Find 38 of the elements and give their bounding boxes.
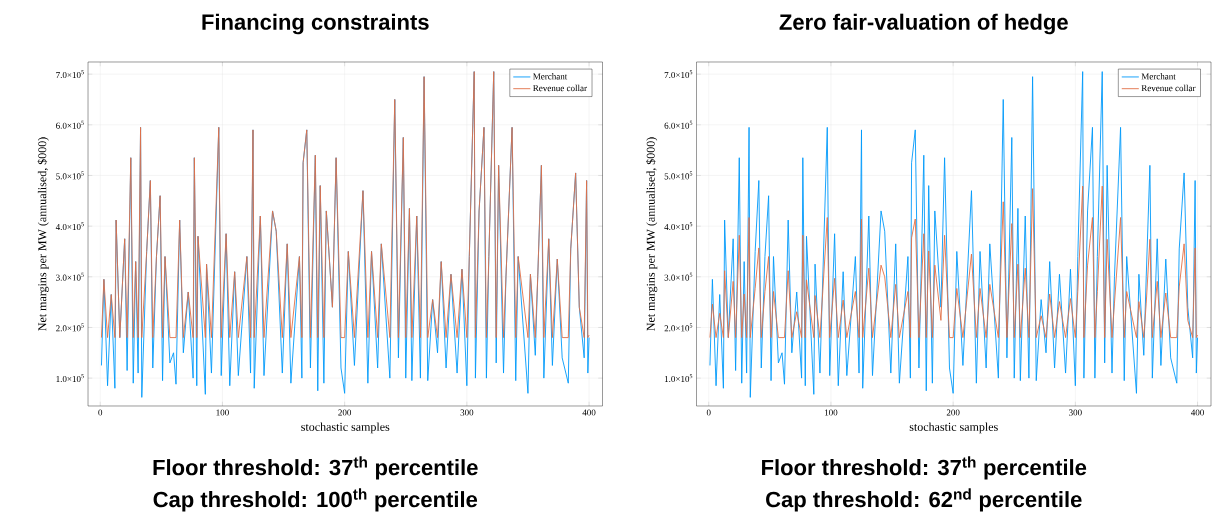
x-tick-label: 400 bbox=[1190, 409, 1204, 416]
legend-label: Merchant bbox=[1141, 73, 1176, 80]
text: Cap threshold: 62$^{nd}$ percentile bbox=[766, 488, 1082, 512]
x-tick-label: 100 bbox=[216, 409, 229, 416]
legend-label: Revenue collar bbox=[533, 84, 587, 92]
chart-title: Financing constraints bbox=[202, 13, 429, 35]
x-tick-label: 0 bbox=[98, 409, 103, 416]
x-tick-label: 100 bbox=[824, 409, 838, 416]
y-tick-label: 2.0×10$^{5}$ bbox=[56, 323, 84, 332]
y-tick-label: 4.0×10$^{5}$ bbox=[664, 222, 693, 231]
x-tick-label: 400 bbox=[582, 409, 596, 416]
y-tick-label: 5.0×10$^{5}$ bbox=[56, 171, 84, 180]
y-tick-label: 2.0×10$^{5}$ bbox=[664, 323, 693, 332]
x-tick-label: 0 bbox=[706, 409, 711, 416]
x-tick-label: 300 bbox=[1069, 409, 1082, 416]
x-axis-title: stochastic samples bbox=[301, 422, 390, 434]
y-tick-label: 6.0×10$^{5}$ bbox=[664, 120, 693, 129]
y-tick-label: 1.0×10$^{5}$ bbox=[56, 374, 84, 383]
x-axis-title: stochastic samples bbox=[909, 422, 998, 434]
y-tick-label: 7.0×10$^{5}$ bbox=[664, 70, 693, 79]
y-axis-title: Net margins per MW (annualised, $000) bbox=[646, 137, 658, 331]
x-tick-label: 200 bbox=[946, 409, 960, 416]
y-tick-label: 7.0×10$^{5}$ bbox=[56, 70, 84, 79]
y-tick-label: 3.0×10$^{5}$ bbox=[664, 272, 693, 281]
x-tick-label: 200 bbox=[338, 409, 352, 416]
text: Cap threshold: 100$^{th}$ percentile bbox=[153, 488, 478, 512]
legend-label: Merchant bbox=[533, 73, 568, 80]
text: Floor threshold: 37$^{th}$ percentile bbox=[762, 456, 1087, 480]
y-tick-label: 5.0×10$^{5}$ bbox=[664, 171, 693, 180]
x-tick-label: 300 bbox=[460, 409, 474, 416]
text: Floor threshold: 37$^{th}$ percentile bbox=[153, 456, 478, 480]
y-tick-label: 6.0×10$^{5}$ bbox=[56, 120, 84, 129]
legend-label: Revenue collar bbox=[1141, 84, 1196, 92]
chart-title: Zero fair-valuation of hedge bbox=[779, 13, 1068, 35]
y-tick-label: 4.0×10$^{5}$ bbox=[55, 222, 84, 231]
y-axis-title: Net margins per MW (annualised, $000) bbox=[37, 137, 49, 331]
y-tick-label: 3.0×10$^{5}$ bbox=[56, 272, 84, 281]
y-tick-label: 1.0×10$^{5}$ bbox=[664, 374, 693, 383]
